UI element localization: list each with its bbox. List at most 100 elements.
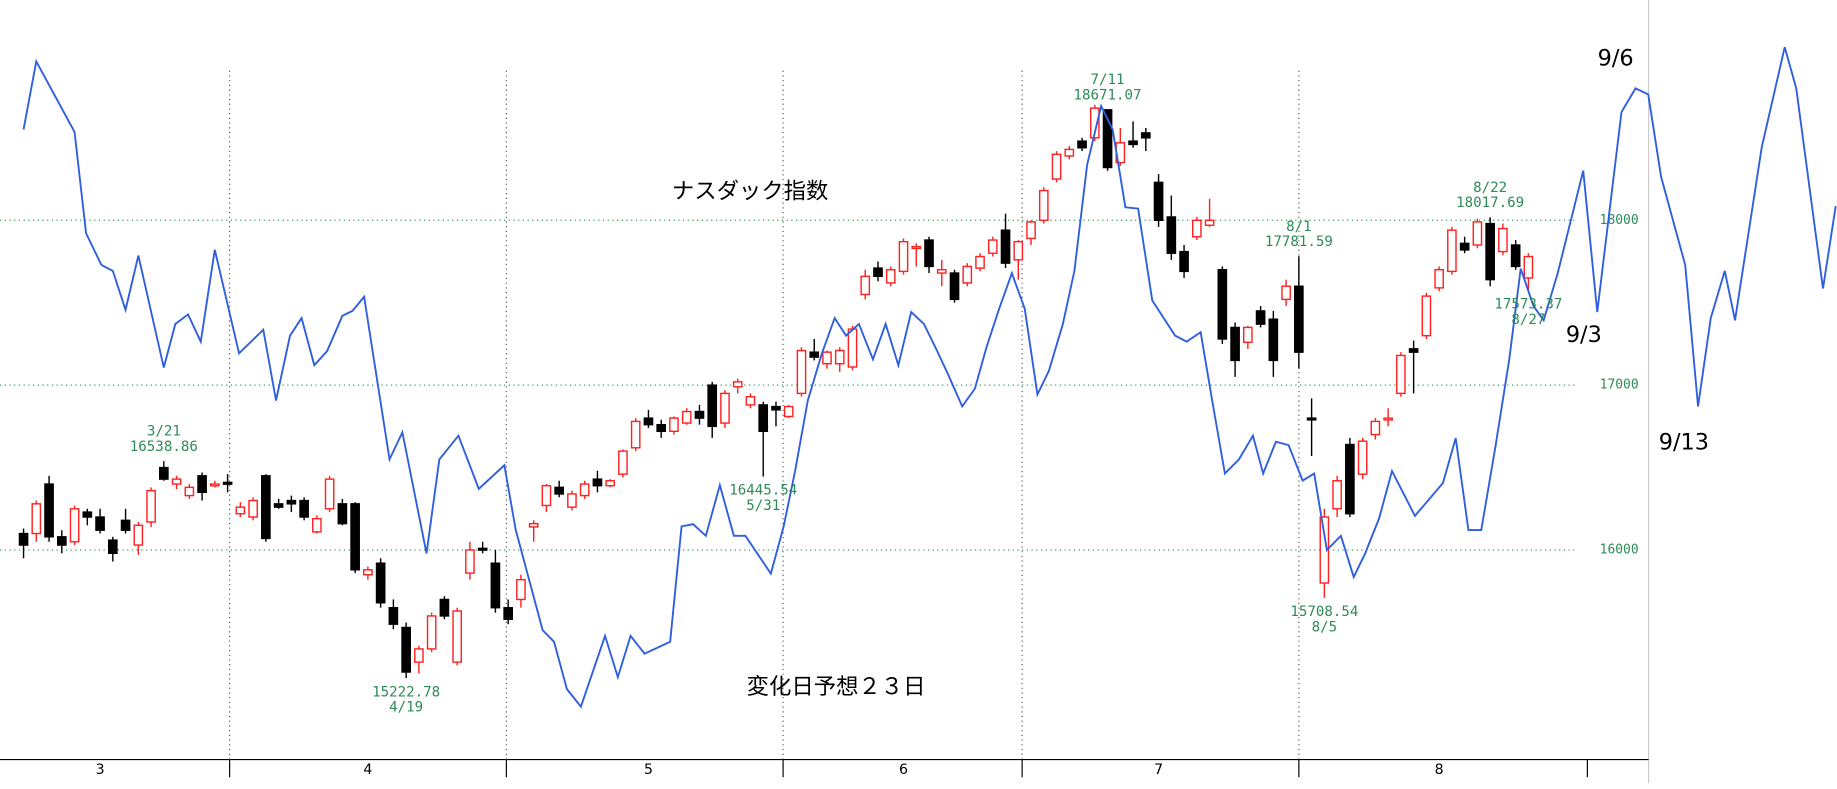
forecast-line [22, 46, 1837, 709]
candle-body [656, 423, 667, 433]
annotation-date: 8/22 [1473, 180, 1507, 196]
annotation-value: 18017.69 [1456, 195, 1524, 211]
candle-body [184, 486, 195, 497]
x-tick-label: 3 [96, 762, 105, 778]
candle-body [567, 493, 577, 508]
candle-body [107, 539, 118, 555]
annotation-date: 3/21 [147, 424, 181, 440]
candle-body [1255, 310, 1266, 325]
candle-body [312, 517, 322, 533]
candle-body [324, 478, 335, 510]
line-label: 9/3 [1566, 322, 1602, 348]
candle-body [210, 483, 220, 487]
candle-body [261, 475, 271, 540]
candle-body [936, 269, 947, 274]
candle-body [401, 626, 411, 673]
candle-body [834, 349, 845, 365]
candle-body [388, 606, 399, 625]
candle-body [18, 532, 29, 546]
candle-body [541, 484, 552, 507]
candle-body [1332, 480, 1342, 510]
annotation-value: 17573.37 [1494, 297, 1562, 313]
candle-body [630, 420, 641, 449]
candle-body [171, 478, 182, 485]
annotation-date: 5/31 [746, 498, 780, 514]
candle-body [1204, 219, 1215, 226]
candle-body [95, 516, 105, 531]
annotation-date: 7/11 [1091, 72, 1125, 88]
candle-body [783, 405, 794, 418]
candle-body [822, 351, 832, 365]
candle-body [847, 328, 858, 368]
candle-body [962, 265, 973, 284]
candle-body [56, 536, 67, 546]
candle-body [1472, 221, 1483, 246]
candle-body [592, 478, 603, 487]
candle-body [299, 499, 309, 518]
candle-body [159, 466, 169, 480]
candle-body [643, 417, 654, 426]
candle-body [44, 483, 54, 538]
candle-body [286, 499, 297, 505]
candle-body [1000, 229, 1011, 264]
candle-body [771, 405, 781, 411]
candle-body [1498, 227, 1508, 253]
candle-body [669, 417, 679, 433]
candle-body [133, 524, 144, 546]
candle-body [873, 267, 883, 278]
candle-body [924, 239, 934, 268]
annotation-value: 15708.54 [1290, 604, 1358, 620]
candle-body [1013, 241, 1024, 261]
candle-body [987, 239, 998, 254]
x-tick-label: 7 [1154, 762, 1163, 778]
candle-body [146, 489, 156, 523]
candle-body [1523, 255, 1534, 279]
candle-body [1192, 219, 1202, 238]
candle-body [681, 410, 692, 424]
candle-body [1077, 140, 1087, 149]
candle-body [1370, 420, 1381, 436]
candle-body [414, 648, 424, 663]
y-tick-label: 17000 [1600, 378, 1639, 393]
candle-body [1051, 153, 1062, 180]
candle-body [758, 404, 769, 433]
candle-body [1294, 285, 1304, 353]
candle-body [31, 503, 42, 535]
candle-body [1064, 148, 1075, 157]
candle-body [707, 384, 718, 428]
candle-body [528, 522, 539, 528]
candle-body [694, 410, 705, 419]
candle-body [1140, 132, 1151, 139]
candle-body [898, 241, 909, 273]
annotation-value: 18671.07 [1074, 88, 1142, 104]
annotation-date: 8/27 [1511, 312, 1545, 328]
candle-body [490, 562, 501, 609]
y-tick-label: 16000 [1600, 543, 1639, 558]
candle-body [1447, 229, 1457, 273]
candle-body [911, 245, 922, 250]
line-label: 9/13 [1659, 429, 1709, 455]
candle-body [516, 578, 526, 601]
candle-body [885, 269, 896, 284]
candle-body [860, 275, 871, 296]
candle-body [350, 503, 360, 571]
candle-body [82, 511, 93, 518]
month-separators [229, 70, 1300, 760]
candle-body [1281, 285, 1291, 301]
candle-body [1383, 417, 1393, 421]
candle-body [222, 481, 233, 485]
annotation: 変化日予想２３日 [747, 674, 926, 700]
annotation-value: 15222.78 [372, 684, 440, 700]
candle-body [1102, 109, 1113, 169]
candle-body [1421, 295, 1432, 337]
y-tick-label: 18000 [1600, 213, 1639, 228]
candle-body [1434, 269, 1444, 289]
candle-body [375, 562, 386, 604]
candle-body [1230, 326, 1240, 362]
candle-body [452, 610, 462, 663]
candle-body [1510, 244, 1521, 268]
candle-body [69, 508, 80, 543]
candle-body [1166, 216, 1177, 254]
candle-body [1485, 222, 1495, 281]
